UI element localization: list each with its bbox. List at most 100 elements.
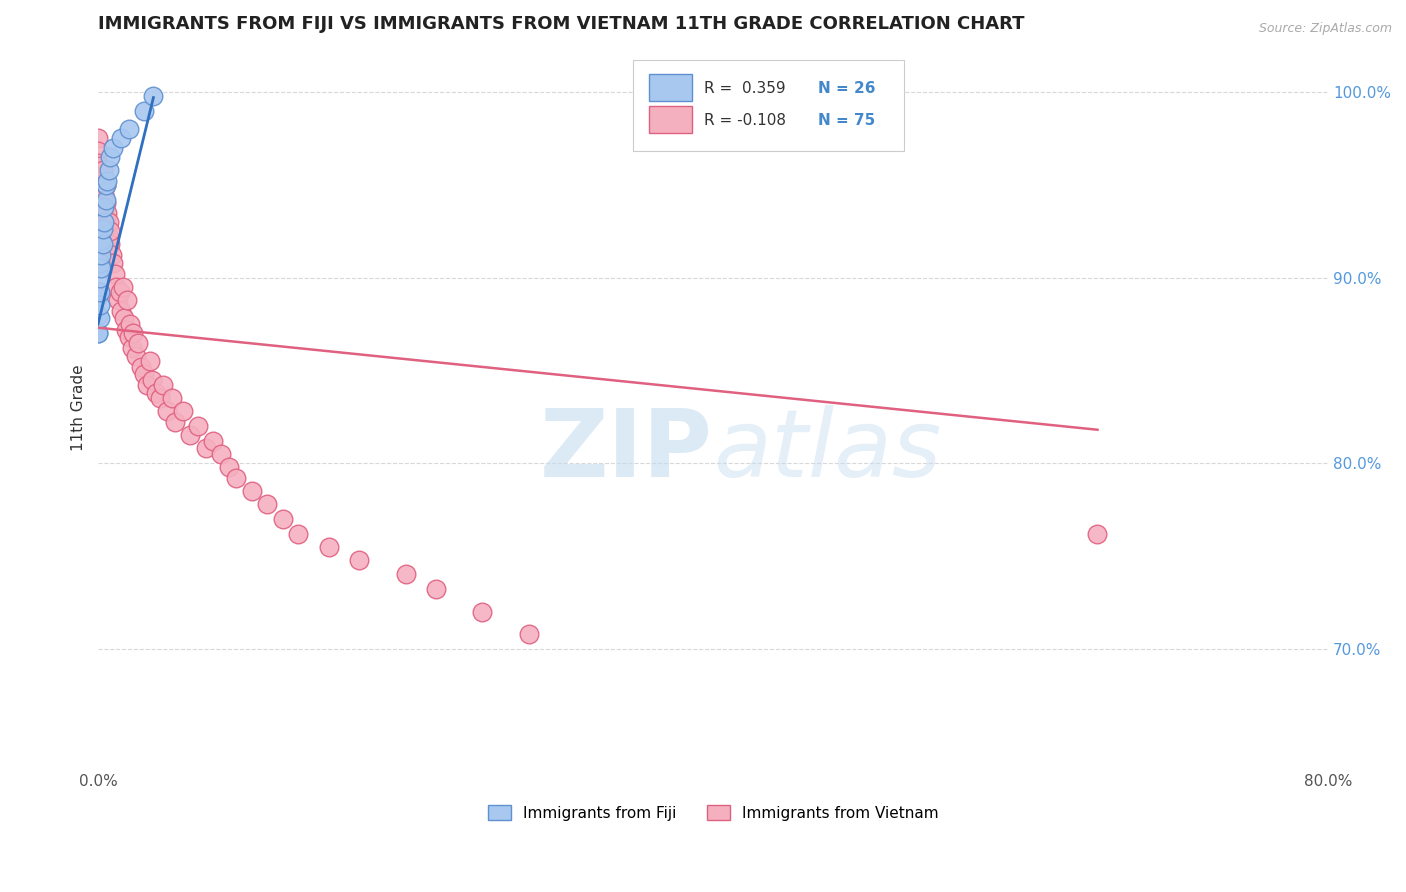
- Point: [121, 341, 143, 355]
- Text: N = 26: N = 26: [818, 81, 875, 95]
- Point: [89, 196, 111, 211]
- Point: [194, 442, 217, 456]
- Point: [425, 582, 447, 597]
- Point: [471, 605, 494, 619]
- Point: [90, 248, 112, 262]
- Point: [90, 234, 112, 248]
- Text: IMMIGRANTS FROM FIJI VS IMMIGRANTS FROM VIETNAM 11TH GRADE CORRELATION CHART: IMMIGRANTS FROM FIJI VS IMMIGRANTS FROM …: [98, 15, 1025, 33]
- Point: [110, 131, 132, 145]
- Point: [187, 419, 209, 434]
- Point: [127, 335, 149, 350]
- Bar: [650, 74, 692, 102]
- Point: [141, 373, 163, 387]
- Point: [90, 261, 112, 276]
- Point: [225, 471, 247, 485]
- Point: [91, 215, 114, 229]
- Point: [105, 280, 128, 294]
- Point: [87, 326, 110, 341]
- Point: [91, 163, 114, 178]
- Text: R =  0.359: R = 0.359: [704, 81, 786, 95]
- Point: [287, 526, 309, 541]
- Text: atlas: atlas: [713, 405, 942, 497]
- Point: [122, 326, 145, 341]
- Point: [118, 122, 141, 136]
- Point: [160, 391, 183, 405]
- Point: [94, 178, 117, 192]
- Point: [118, 330, 141, 344]
- Bar: [650, 106, 692, 133]
- Point: [89, 298, 111, 312]
- Point: [97, 163, 120, 178]
- Point: [94, 178, 117, 192]
- Point: [103, 141, 125, 155]
- Point: [156, 404, 179, 418]
- Point: [89, 285, 111, 300]
- Point: [218, 459, 240, 474]
- Point: [96, 219, 118, 233]
- Point: [136, 378, 159, 392]
- Point: [104, 267, 127, 281]
- Text: N = 75: N = 75: [818, 112, 875, 128]
- Point: [145, 385, 167, 400]
- FancyBboxPatch shape: [633, 60, 904, 151]
- Point: [89, 256, 111, 270]
- Point: [91, 193, 114, 207]
- Point: [209, 447, 232, 461]
- Point: [142, 88, 165, 103]
- Point: [89, 174, 111, 188]
- Point: [240, 483, 263, 498]
- Text: R = -0.108: R = -0.108: [704, 112, 786, 128]
- Point: [96, 205, 118, 219]
- Point: [87, 289, 110, 303]
- Point: [394, 567, 416, 582]
- Point: [108, 285, 131, 300]
- Point: [89, 311, 111, 326]
- Legend: Immigrants from Fiji, Immigrants from Vietnam: Immigrants from Fiji, Immigrants from Vi…: [482, 798, 945, 827]
- Point: [94, 196, 117, 211]
- Point: [98, 224, 121, 238]
- Point: [93, 187, 115, 202]
- Point: [93, 215, 115, 229]
- Point: [134, 103, 156, 118]
- Point: [152, 378, 174, 392]
- Point: [96, 174, 118, 188]
- Point: [87, 308, 110, 322]
- Point: [112, 311, 135, 326]
- Point: [90, 205, 112, 219]
- Point: [87, 169, 110, 183]
- Point: [94, 211, 117, 226]
- Point: [139, 354, 162, 368]
- Text: Source: ZipAtlas.com: Source: ZipAtlas.com: [1258, 22, 1392, 36]
- Point: [89, 187, 111, 202]
- Point: [93, 200, 115, 214]
- Point: [114, 322, 136, 336]
- Point: [101, 248, 124, 262]
- Point: [89, 159, 111, 173]
- Point: [91, 237, 114, 252]
- Point: [1087, 526, 1109, 541]
- Point: [110, 304, 132, 318]
- Point: [318, 540, 340, 554]
- Point: [90, 181, 112, 195]
- Point: [117, 293, 139, 307]
- Point: [98, 237, 121, 252]
- Point: [94, 193, 117, 207]
- Text: ZIP: ZIP: [540, 405, 713, 497]
- Point: [349, 552, 371, 566]
- Point: [125, 349, 148, 363]
- Point: [271, 512, 294, 526]
- Point: [90, 169, 112, 183]
- Point: [93, 200, 115, 214]
- Point: [98, 150, 121, 164]
- Point: [91, 222, 114, 236]
- Point: [103, 256, 125, 270]
- Point: [97, 229, 120, 244]
- Point: [172, 404, 194, 418]
- Point: [179, 428, 201, 442]
- Point: [87, 181, 110, 195]
- Point: [89, 270, 111, 285]
- Point: [87, 131, 110, 145]
- Point: [148, 391, 170, 405]
- Point: [129, 359, 152, 374]
- Point: [107, 293, 129, 307]
